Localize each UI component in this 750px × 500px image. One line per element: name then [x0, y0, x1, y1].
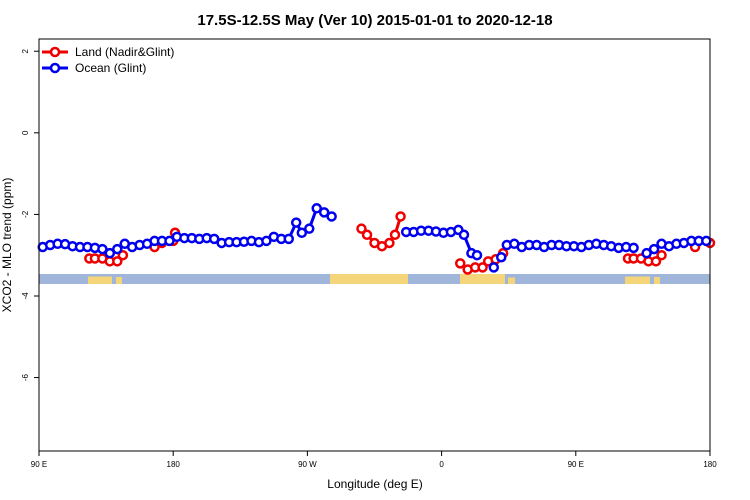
series-0-point	[389, 229, 401, 241]
legend-entry-land: Land (Nadir&Glint)	[42, 45, 174, 59]
series-1-point	[326, 211, 337, 222]
y-tick-label: 0	[21, 130, 30, 135]
series-0-point	[361, 229, 373, 241]
series-0-point	[477, 262, 488, 273]
plot-area-frame	[38, 38, 711, 452]
legend-label-land: Land (Nadir&Glint)	[75, 45, 174, 59]
series-1-point	[318, 207, 330, 218]
series-1-point	[290, 217, 302, 228]
series-0-point	[395, 211, 406, 222]
land-segment	[88, 276, 112, 284]
x-tick-label: 90 W	[298, 460, 317, 469]
series-0-point	[650, 256, 662, 267]
series-1-point	[311, 203, 322, 214]
series-1-point	[104, 247, 116, 259]
series-1-point	[283, 233, 295, 245]
land-segment	[508, 277, 515, 284]
series-0-point	[356, 223, 367, 234]
series-0-point	[656, 249, 667, 261]
land-mask-strip	[39, 274, 710, 284]
x-tick-label: 90 E	[568, 460, 584, 469]
series-1-point	[648, 243, 660, 255]
series-0-point	[112, 256, 123, 267]
series-1-point	[495, 251, 507, 263]
land-segment	[654, 277, 660, 284]
x-tick-label: 180	[167, 460, 181, 469]
series-1-point	[208, 233, 220, 245]
x-tick-label: 90 E	[31, 460, 47, 469]
series-0-point	[454, 258, 466, 269]
legend-swatch-land-marker	[49, 46, 61, 58]
y-tick-label: -2	[21, 210, 30, 218]
x-tick-label: 180	[703, 460, 717, 469]
y-tick-label: 2	[21, 48, 30, 53]
y-axis-label: XCO2 - MLO trend (ppm)	[0, 178, 14, 313]
land-segment	[116, 277, 122, 284]
legend-entry-ocean: Ocean (Glint)	[42, 61, 146, 75]
series-1-point	[304, 223, 315, 234]
legend-swatch-ocean-marker	[49, 62, 61, 74]
series-1-point	[296, 227, 308, 239]
x-axis: 90 E 180 90 W 0 90 E 180	[31, 451, 717, 469]
series-1-point	[97, 243, 108, 255]
series-1-point	[488, 262, 500, 273]
series-1-point	[628, 242, 639, 254]
series-1-point	[164, 235, 175, 247]
series-0-point	[117, 249, 129, 261]
x-tick-label: 0	[439, 460, 444, 469]
series-points	[37, 203, 716, 275]
land-segment	[625, 276, 650, 284]
x-axis-label: Longitude (deg E)	[327, 477, 422, 491]
series-1-point	[261, 235, 272, 247]
y-tick-label: -6	[21, 373, 30, 381]
y-tick-label: -4	[21, 292, 30, 300]
series-1-point	[471, 249, 483, 261]
y-axis: 2 0 -2 -4 -6	[21, 48, 39, 381]
land-segment	[330, 274, 408, 284]
series-1-point	[701, 235, 712, 247]
series-0-point	[384, 237, 395, 249]
legend-label-ocean: Ocean (Glint)	[75, 61, 146, 75]
legend: Land (Nadir&Glint) Ocean (Glint)	[42, 45, 174, 75]
series-1-point	[112, 243, 123, 255]
series-1-point	[458, 229, 470, 241]
land-segment	[460, 274, 505, 284]
series-1-point	[641, 247, 652, 259]
chart-title: 17.5S-12.5S May (Ver 10) 2015-01-01 to 2…	[197, 12, 552, 29]
